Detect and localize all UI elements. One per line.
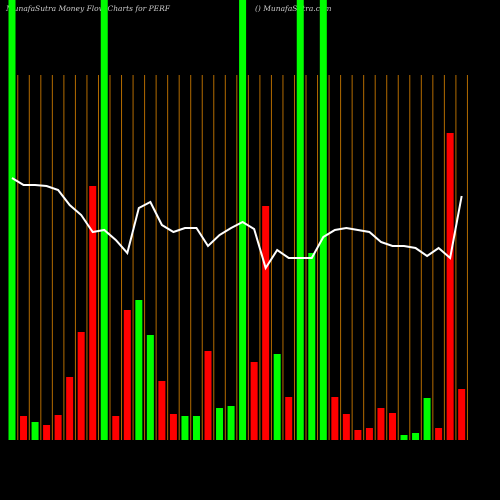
- bar: [31, 422, 39, 440]
- bar: [354, 430, 362, 440]
- bar: [365, 428, 373, 440]
- bar: [54, 415, 62, 440]
- money-flow-line: [11, 177, 463, 271]
- bar: [239, 0, 247, 440]
- bar: [400, 435, 408, 440]
- bar: [458, 389, 466, 440]
- bar: [308, 253, 316, 440]
- bar: [8, 0, 16, 440]
- bar: [135, 300, 143, 440]
- bar: [262, 206, 270, 440]
- bar: [158, 381, 166, 440]
- bar: [296, 0, 304, 440]
- bar: [250, 362, 258, 440]
- bar: [204, 351, 212, 440]
- bar: [216, 408, 224, 440]
- chart-title: MunafaSutra Money Flow Charts for PERF: [5, 4, 171, 13]
- bar: [423, 398, 431, 440]
- bar: [388, 413, 396, 440]
- bar: [66, 377, 74, 440]
- bar: [446, 133, 454, 440]
- bar: [181, 416, 189, 440]
- bar: [377, 408, 385, 440]
- bar: [123, 310, 131, 440]
- bar: [331, 397, 339, 440]
- bar: [192, 416, 200, 440]
- bar: [77, 332, 85, 440]
- bar: [285, 397, 293, 440]
- bar: [412, 433, 420, 440]
- bar: [20, 416, 28, 440]
- bar: [100, 0, 108, 440]
- bar: [273, 354, 281, 440]
- bar: [89, 186, 97, 440]
- bar: [342, 414, 350, 440]
- bar: [435, 428, 443, 440]
- bar: [319, 0, 327, 440]
- bar: [43, 425, 51, 440]
- bar: [112, 416, 120, 440]
- chart-subtitle: () MunafaSutra.com: [255, 4, 332, 13]
- bar: [227, 406, 235, 440]
- bar: [146, 335, 154, 440]
- bar: [169, 414, 177, 440]
